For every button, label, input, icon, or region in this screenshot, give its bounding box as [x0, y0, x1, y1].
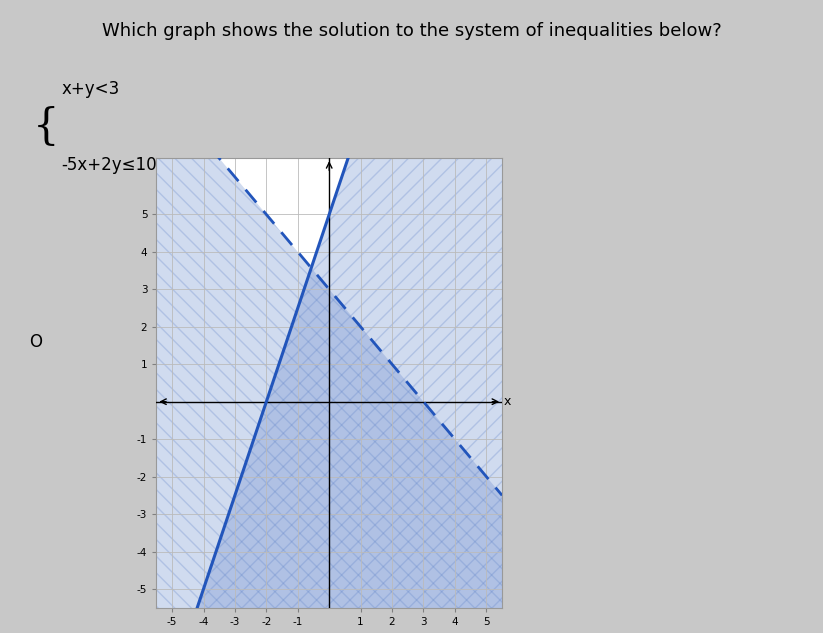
Text: {: {: [33, 106, 59, 147]
Text: O: O: [29, 333, 42, 351]
Text: -5x+2y≤10: -5x+2y≤10: [62, 156, 157, 173]
Text: Which graph shows the solution to the system of inequalities below?: Which graph shows the solution to the sy…: [101, 22, 722, 40]
Text: x: x: [504, 395, 511, 408]
Text: x+y<3: x+y<3: [62, 80, 120, 97]
